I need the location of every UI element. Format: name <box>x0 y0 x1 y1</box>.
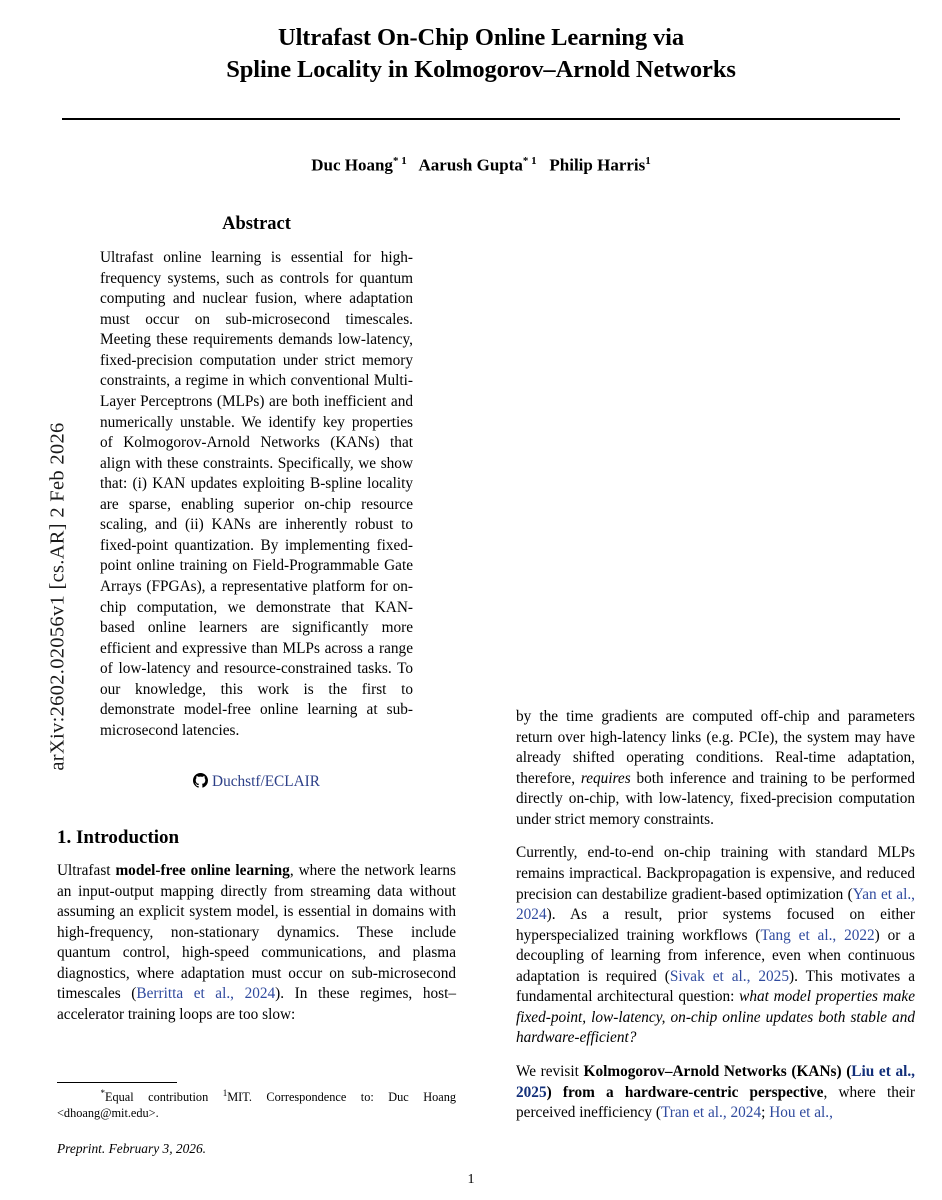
right-p3-seg2: , where their perceived inefficiency ( <box>516 1083 916 1122</box>
citation-yan[interactable]: Yan et al., 2024 <box>516 885 915 924</box>
abstract-body: Ultrafast online learning is essential f… <box>100 249 413 739</box>
footnote-correspondence: MIT. Correspondence to: Duc Hoang <dhoan… <box>57 1090 456 1121</box>
left-column: Abstract Ultrafast online learning is es… <box>57 212 456 1036</box>
introduction-body: Ultrafast model-free online learning, wh… <box>57 861 456 1026</box>
title-divider <box>62 118 900 120</box>
intro-p1-bold: model-free online learning <box>115 862 290 880</box>
author-3-affiliation: 1 <box>645 155 651 167</box>
citation-tran[interactable]: Tran et al., 2024 <box>660 1104 762 1122</box>
page-number: 1 <box>467 1172 475 1187</box>
right-p1-seg2: both inference and training to be perfor… <box>516 769 915 828</box>
footnote-area: *Equal contribution 1MIT. Correspondence… <box>57 1082 456 1157</box>
right-p2-seg1: Currently, end-to-end on-chip training w… <box>516 844 915 903</box>
title-block: Ultrafast On-Chip Online Learning via Sp… <box>62 22 900 87</box>
right-p3-semi: ; <box>761 1104 770 1122</box>
author-3-name: Philip Harris <box>549 155 646 175</box>
citation-tang[interactable]: Tang et al., 2022 <box>760 926 875 944</box>
citation-sivak[interactable]: Sivak et al., 2025 <box>669 967 789 985</box>
footnote-star: * <box>100 1088 105 1098</box>
right-p2-seg2: ). As a result, prior systems focused on… <box>516 906 915 944</box>
intro-paragraph-1: Ultrafast model-free online learning, wh… <box>57 861 456 1026</box>
right-p2-seg4: ). This motivates a fundamental architec… <box>516 967 916 1006</box>
author-1-name: Duc Hoang <box>311 155 393 175</box>
title-line-1: Ultrafast On-Chip Online Learning via <box>277 24 685 51</box>
footnote-divider <box>57 1082 177 1083</box>
intro-p1-seg1: Ultrafast <box>57 862 116 880</box>
repository-line: Duchstf/ECLAIR <box>57 772 456 794</box>
right-p3-seg1: We revisit <box>516 1063 584 1080</box>
author-2-name: Aarush Gupta <box>418 155 523 175</box>
right-p2-ital: what model properties make fixed-point, … <box>516 988 915 1047</box>
right-p1-ital: requires <box>580 769 631 787</box>
footnote-text: *Equal contribution 1MIT. Correspondence… <box>57 1088 456 1122</box>
intro-p1-seg2: , where the network learns an input-outp… <box>57 862 457 1003</box>
right-column-body: by the time gradients are computed off-c… <box>516 707 915 1134</box>
citation-liu[interactable]: Liu et al., 2025 <box>516 1063 915 1101</box>
right-paragraph-1: by the time gradients are computed off-c… <box>516 707 915 830</box>
page-title: Ultrafast On-Chip Online Learning via Sp… <box>62 22 900 87</box>
section-heading-introduction: 1. Introduction <box>57 827 180 849</box>
right-p3-bold1: Kolmogorov–Arnold Networks (KANs) ( <box>583 1063 852 1080</box>
right-paragraph-2: Currently, end-to-end on-chip training w… <box>516 843 915 1049</box>
abstract-heading: Abstract <box>222 214 291 234</box>
repository-link[interactable]: Duchstf/ECLAIR <box>212 772 320 790</box>
right-p3-bold2: ) from a hardware-centric perspective <box>546 1083 824 1101</box>
citation-berritta[interactable]: Berritta et al., 2024 <box>136 985 276 1003</box>
intro-p1-seg3: ). In these regimes, host–accelerator tr… <box>57 985 456 1024</box>
right-p1-seg1: by the time gradients are computed off-c… <box>516 708 915 787</box>
preprint-line: Preprint. February 3, 2026. <box>57 1140 207 1156</box>
github-icon <box>193 772 209 794</box>
author-list: Duc Hoang* 1 Aarush Gupta* 1 Philip Harr… <box>62 155 900 176</box>
title-line-2: Spline Locality in Kolmogorov–Arnold Net… <box>226 56 736 84</box>
author-1-affiliation: * 1 <box>392 155 407 167</box>
citation-hou[interactable]: Hou et al., <box>769 1104 833 1122</box>
author-2-affiliation: * 1 <box>522 155 537 167</box>
footnote-sup-1: 1 <box>222 1088 228 1098</box>
footnote-equal-contribution: Equal contribution <box>104 1090 223 1105</box>
right-p2-seg3: ) or a decoupling of learning from infer… <box>516 926 915 985</box>
right-paragraph-3: We revisit Kolmogorov–Arnold Networks (K… <box>516 1062 915 1124</box>
